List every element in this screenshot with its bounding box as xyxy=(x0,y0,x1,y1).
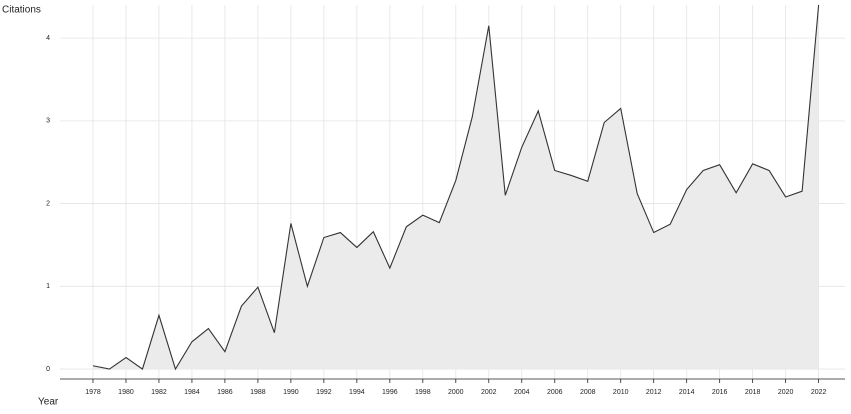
x-tick-label: 2012 xyxy=(646,389,662,396)
x-tick-label: 1984 xyxy=(184,389,200,396)
x-tick-label: 2008 xyxy=(580,389,596,396)
x-axis-title: Year xyxy=(38,397,59,408)
x-tick-label: 2016 xyxy=(712,389,728,396)
y-axis-title: Citations xyxy=(2,5,41,16)
axes: 0 1 2 3 4 1978 1980 1982 1984 1986 1988 1990 1992 199… xyxy=(46,35,845,396)
x-tick-label: 1988 xyxy=(250,389,266,396)
x-tick-label: 2020 xyxy=(778,389,794,396)
area-fill xyxy=(92,5,819,370)
x-tick-label: 1980 xyxy=(118,389,134,396)
x-tick-label: 1978 xyxy=(85,389,101,396)
x-tick-label: 1982 xyxy=(151,389,167,396)
y-tick-label: 3 xyxy=(46,118,50,125)
x-tick-label: 2000 xyxy=(448,389,464,396)
x-tick-label: 2018 xyxy=(745,389,761,396)
x-tick-label: 2022 xyxy=(811,389,827,396)
x-tick-label: 2004 xyxy=(514,389,530,396)
marks xyxy=(92,4,820,371)
y-tick-label: 2 xyxy=(46,200,50,207)
x-tick-label: 1996 xyxy=(382,389,398,396)
x-tick-label: 1986 xyxy=(217,389,233,396)
x-tick-label: 1998 xyxy=(415,389,431,396)
y-tick-label: 4 xyxy=(46,35,50,42)
y-tick-label: 1 xyxy=(46,283,50,290)
x-tick-label: 2002 xyxy=(481,389,497,396)
x-tick-label: 1990 xyxy=(283,389,299,396)
x-tick-label: 1994 xyxy=(349,389,365,396)
y-tick-label: 0 xyxy=(46,366,50,373)
x-tick-label: 2010 xyxy=(613,389,629,396)
line xyxy=(92,4,820,371)
x-tick-label: 2006 xyxy=(547,389,563,396)
x-tick-label: 2014 xyxy=(679,389,695,396)
x-tick-label: 1992 xyxy=(316,389,332,396)
